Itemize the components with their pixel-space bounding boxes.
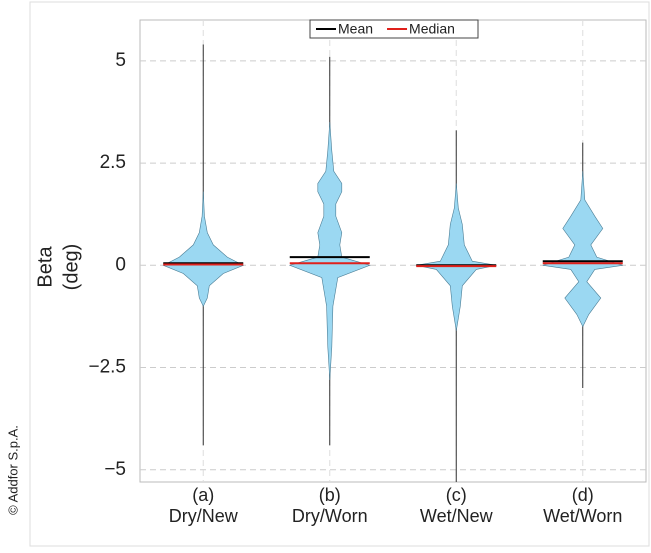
plot-area [139, 19, 647, 483]
y-axis-label: Beta [34, 246, 56, 288]
x-tick-sublabel: Dry/Worn [292, 506, 368, 526]
x-tick-label: (d) [572, 485, 594, 505]
x-tick-sublabel: Dry/New [169, 506, 239, 526]
violin [416, 183, 497, 331]
watermark: © Addfor S.p.A. [5, 425, 20, 515]
x-tick-label: (b) [319, 485, 341, 505]
violin [542, 171, 623, 328]
x-tick-sublabel: Wet/Worn [543, 506, 622, 526]
y-tick-label: 5 [115, 50, 126, 71]
legend-label: Median [409, 21, 455, 37]
legend-label: Mean [338, 21, 373, 37]
y-tick-label: −2.5 [88, 357, 126, 378]
y-axis-unit: (deg) [60, 244, 82, 291]
x-tick-label: (c) [446, 485, 467, 505]
y-tick-label: 2.5 [100, 152, 126, 173]
violin [162, 191, 245, 307]
y-tick-label: 0 [115, 254, 126, 275]
x-tick-sublabel: Wet/New [420, 506, 494, 526]
violin [288, 122, 371, 380]
x-tick-label: (a) [192, 485, 214, 505]
y-tick-label: −5 [104, 459, 126, 480]
